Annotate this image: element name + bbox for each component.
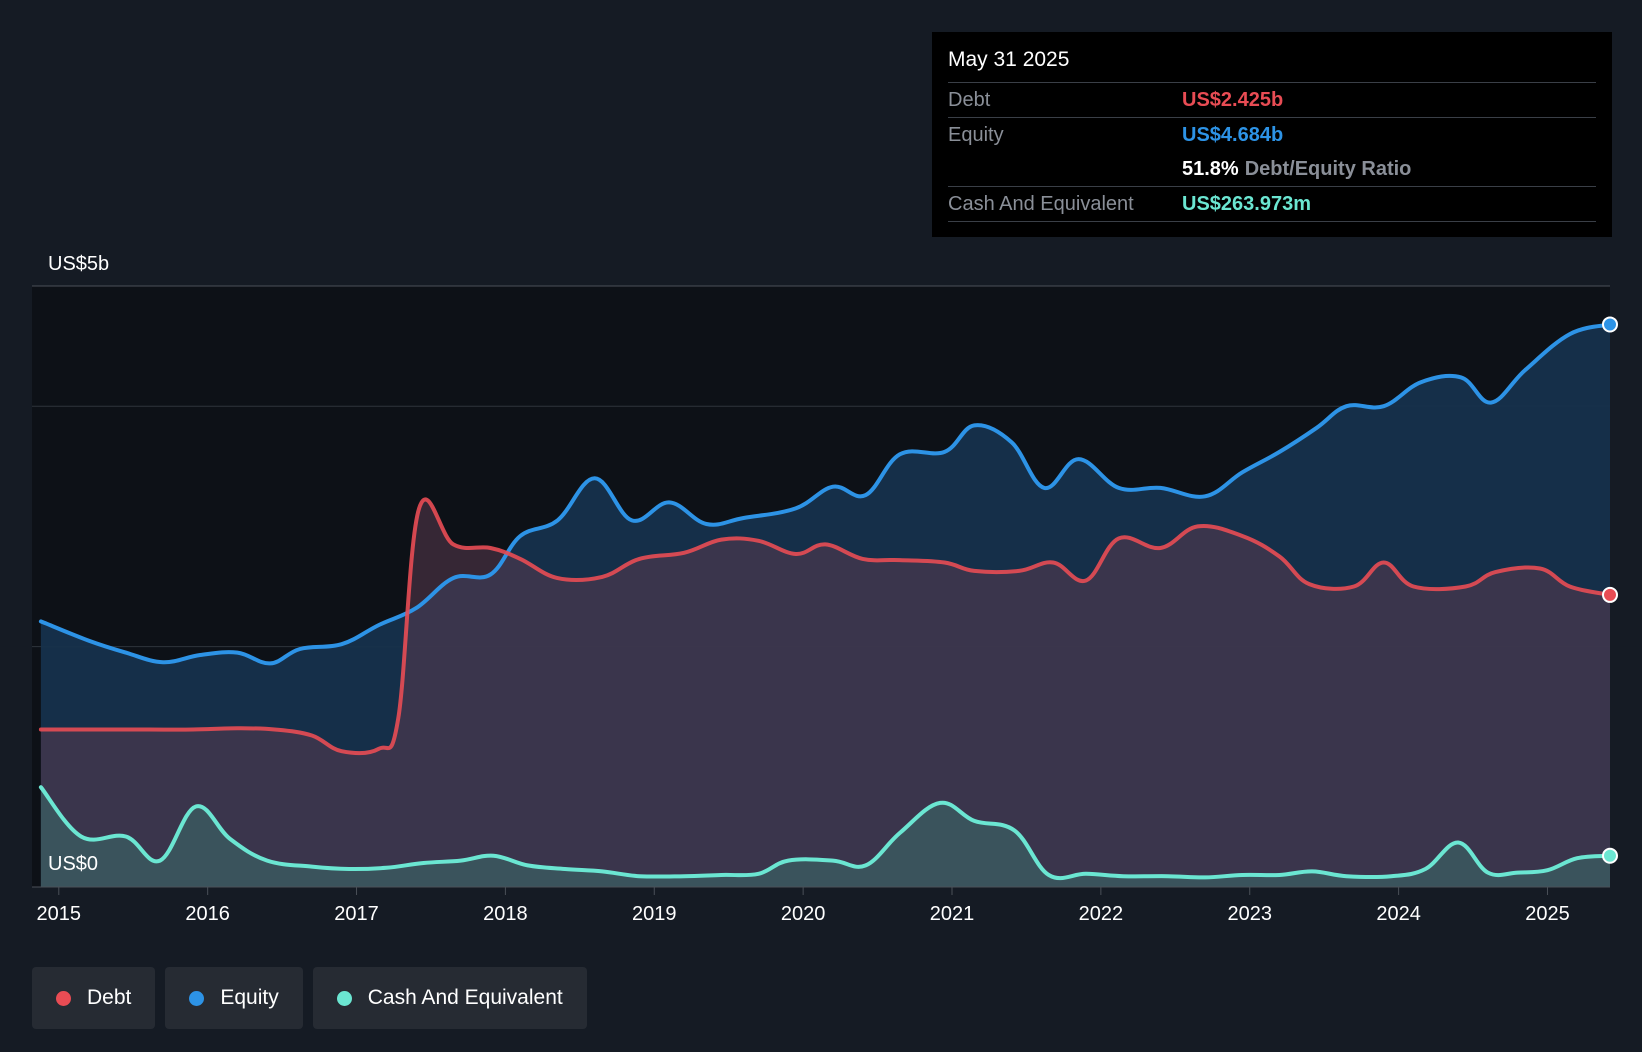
- legend-item-cash[interactable]: Cash And Equivalent: [312, 967, 587, 1029]
- tooltip-date: May 31 2025: [948, 46, 1596, 83]
- x-tick-label-2016: 2016: [185, 903, 230, 925]
- tooltip-ratio-value: 51.8%: [1182, 158, 1239, 180]
- tooltip-ratio-label: Debt/Equity Ratio: [1244, 158, 1412, 180]
- end-marker-debt: [1602, 586, 1618, 603]
- tooltip-row-debt: Debt US$2.425b: [948, 83, 1596, 118]
- legend-label-debt: Debt: [87, 986, 132, 1009]
- x-tick-label-2023: 2023: [1227, 903, 1272, 925]
- y-axis-bottom-label: US$0: [48, 853, 98, 875]
- x-tick-label-2017: 2017: [334, 903, 379, 925]
- legend-dot-debt: [56, 990, 71, 1006]
- legend: Debt Equity Cash And Equivalent: [32, 967, 597, 1029]
- x-tick-label-2022: 2022: [1079, 903, 1124, 925]
- legend-dot-cash: [336, 990, 352, 1006]
- tooltip-cash-value: US$263.973m: [1182, 193, 1311, 215]
- x-tick-label-2015: 2015: [37, 903, 82, 925]
- x-tick-label-2024: 2024: [1376, 903, 1421, 925]
- x-tick-label-2021: 2021: [930, 903, 975, 925]
- tooltip-panel: May 31 2025 Debt US$2.425b Equity US$4.6…: [932, 32, 1612, 237]
- area-cash: [40, 787, 1610, 887]
- legend-label-equity: Equity: [220, 986, 279, 1009]
- tooltip-debt-label: Debt: [948, 89, 991, 111]
- x-tick-label-2025: 2025: [1525, 903, 1570, 925]
- line-cash: [38, 785, 1612, 881]
- series-end-markers: [1602, 316, 1618, 864]
- legend-label-cash: Cash And Equivalent: [367, 986, 563, 1009]
- series-lines: [38, 322, 1612, 881]
- y-axis-top-label: US$5b: [48, 253, 109, 275]
- line-debt: [38, 497, 1612, 756]
- tooltip-row-cash: Cash And Equivalent US$263.973m: [948, 187, 1596, 222]
- tooltip-equity-label: Equity: [948, 124, 1004, 146]
- tooltip-debt-value: US$2.425b: [1182, 89, 1284, 111]
- end-marker-cash: [1602, 847, 1618, 864]
- line-equity: [38, 322, 1612, 666]
- tooltip-equity-value: US$4.684b: [1182, 124, 1284, 146]
- x-axis-ticks: 2015 2016 2017 2018 2019 2020 2021 2022 2023 2024…: [32, 886, 1610, 925]
- legend-dot-equity: [189, 990, 205, 1006]
- legend-item-debt[interactable]: Debt: [32, 967, 156, 1029]
- tooltip-row-equity: Equity US$4.684b: [948, 118, 1596, 152]
- tooltip-cash-label: Cash And Equivalent: [948, 193, 1134, 215]
- tooltip-row-ratio: 51.8% Debt/Equity Ratio: [948, 152, 1596, 187]
- end-marker-equity: [1602, 316, 1618, 333]
- legend-item-equity[interactable]: Equity: [165, 967, 303, 1029]
- x-tick-label-2019: 2019: [632, 903, 677, 925]
- x-tick-label-2018: 2018: [483, 903, 528, 925]
- x-tick-label-2020: 2020: [781, 903, 826, 925]
